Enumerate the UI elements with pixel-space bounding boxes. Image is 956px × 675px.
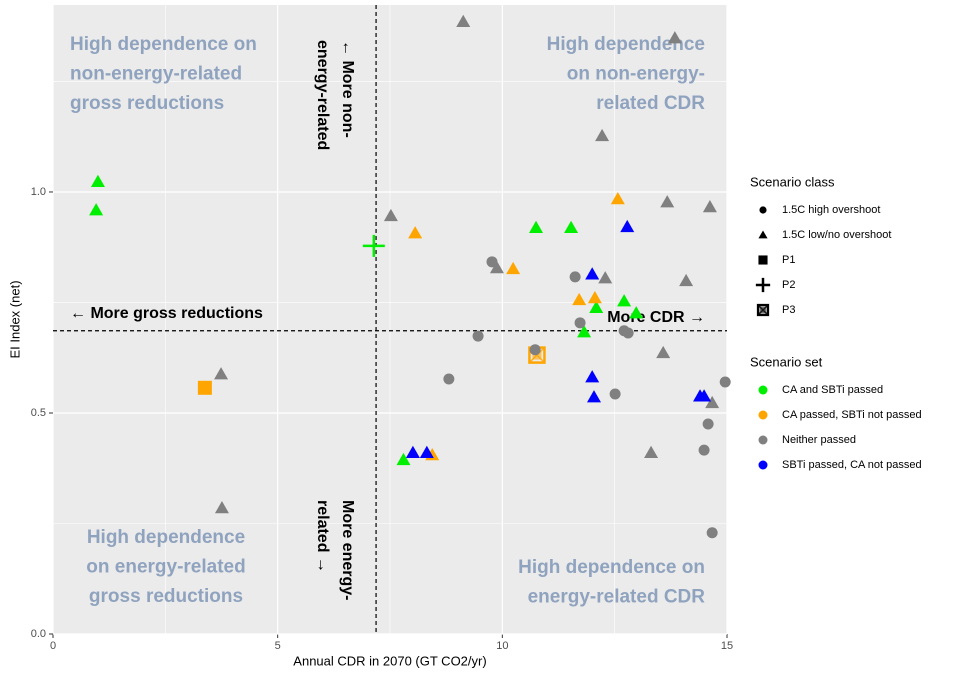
point: [419, 445, 434, 459]
point: [486, 256, 498, 268]
arrow-label: More energy-: [339, 500, 356, 600]
quadrant-label: High dependence: [547, 34, 705, 55]
quadrant-label: High dependence on: [518, 557, 705, 578]
quadrant-label: High dependence: [87, 527, 245, 548]
y-tick-label: 0.0: [31, 628, 46, 640]
quadrant-label: energy-related CDR: [528, 587, 706, 608]
point: [609, 388, 621, 400]
legend-label: SBTi passed, CA not passed: [782, 459, 922, 471]
legend-label: 1.5C high overshoot: [782, 204, 880, 216]
point: [572, 292, 587, 306]
point: [610, 192, 625, 205]
arrow-label: More CDR →: [607, 309, 705, 326]
legend-swatch: [758, 460, 768, 470]
point: [656, 345, 671, 359]
quadrant-label: related CDR: [596, 93, 705, 114]
legend-title: Scenario class: [750, 174, 835, 189]
point: [706, 527, 718, 539]
point: [589, 300, 604, 314]
legend-label: CA and SBTi passed: [782, 384, 883, 396]
point: [660, 195, 675, 208]
point: [629, 306, 644, 319]
point: [408, 226, 423, 239]
point: [698, 444, 710, 456]
point: [586, 390, 601, 403]
point: [443, 373, 455, 385]
point: [574, 317, 586, 329]
quadrant-label: on energy-related: [86, 557, 245, 578]
y-tick-label: 1.0: [31, 186, 46, 198]
point: [506, 261, 521, 275]
point: [595, 128, 610, 142]
point: [620, 219, 635, 233]
point-part: [532, 350, 542, 360]
point: [585, 370, 600, 383]
point: [489, 261, 504, 274]
quadrant-label: non-energy-related: [70, 64, 242, 85]
arrow-label: ← More gross reductions: [70, 305, 263, 322]
legend-swatch: [758, 435, 768, 445]
point: [702, 200, 717, 213]
point: [705, 395, 720, 409]
point: [598, 271, 613, 284]
point: [587, 291, 602, 304]
quadrant-label: gross reductions: [89, 586, 243, 607]
point: [383, 208, 398, 222]
point: [90, 174, 105, 188]
legend-label: P2: [782, 279, 795, 291]
point: [759, 206, 767, 214]
point: [622, 327, 634, 339]
x-tick-label: 15: [721, 640, 733, 652]
legend-label: 1.5C low/no overshoot: [782, 229, 891, 241]
legend-label: Neither passed: [782, 434, 856, 446]
x-tick-label: 5: [275, 640, 281, 652]
point: [89, 203, 104, 216]
y-axis-title: EI Index (net): [7, 280, 22, 358]
legend-title: Scenario set: [750, 354, 823, 369]
point-part: [760, 307, 766, 313]
legend-label: P1: [782, 254, 795, 266]
point: [564, 220, 579, 234]
point: [755, 277, 771, 293]
point: [214, 367, 229, 380]
point: [756, 303, 770, 317]
point: [529, 220, 544, 234]
legend-swatch: [758, 410, 768, 420]
point: [569, 271, 581, 283]
point: [585, 267, 600, 280]
point: [472, 330, 484, 342]
legend-label: CA passed, SBTi not passed: [782, 409, 922, 421]
point: [758, 230, 768, 239]
legend-label: P3: [782, 304, 795, 316]
quadrant-label: on non-energy-: [567, 64, 705, 85]
point: [679, 273, 694, 287]
point: [405, 445, 420, 459]
quadrant-label: High dependence on: [70, 34, 257, 55]
point: [617, 294, 632, 307]
point: [702, 418, 714, 430]
legend-swatch: [758, 385, 768, 395]
arrow-label: energy-related: [314, 40, 331, 150]
point: [456, 14, 471, 28]
point-part: [756, 303, 770, 317]
x-axis-title: Annual CDR in 2070 (GT CO2/yr): [293, 653, 486, 668]
point: [214, 501, 229, 514]
point: [644, 445, 659, 459]
point: [758, 255, 768, 265]
point: [667, 31, 682, 44]
point: [719, 376, 731, 388]
point: [197, 380, 212, 395]
point: [529, 344, 541, 356]
arrow-label: related →: [314, 500, 331, 573]
point: [362, 234, 385, 257]
point: [396, 452, 411, 466]
point: [697, 389, 712, 402]
quadrant-label: gross reductions: [70, 93, 224, 114]
x-tick-label: 0: [50, 640, 56, 652]
x-tick-label: 10: [496, 640, 508, 652]
point: [577, 325, 592, 338]
arrow-label: ← More non-: [339, 40, 356, 138]
y-tick-label: 0.5: [31, 407, 46, 419]
